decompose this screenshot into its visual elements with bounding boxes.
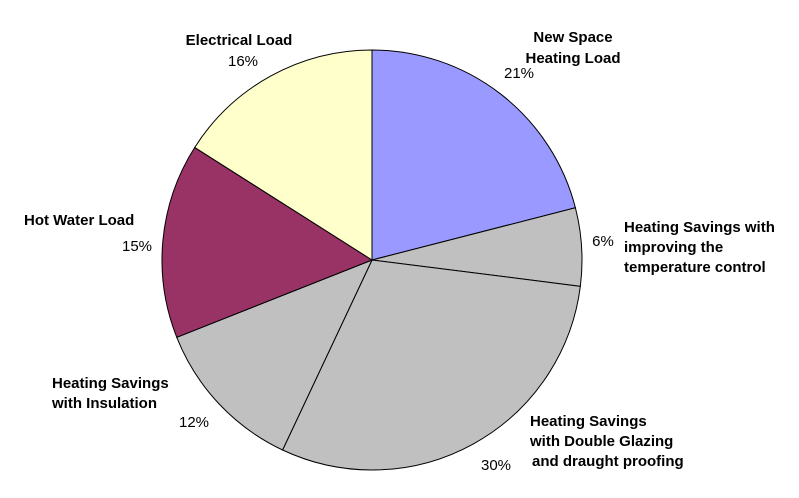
slice-label-1: improving the bbox=[624, 239, 723, 256]
slice-label-4: Hot Water Load bbox=[24, 212, 134, 229]
slice-label-0: New Space bbox=[533, 29, 612, 46]
pie-slice-2 bbox=[281, 259, 581, 471]
pie-slice-0 bbox=[371, 49, 577, 261]
slice-label-0: Heating Load bbox=[525, 50, 620, 67]
slice-label-5: Electrical Load bbox=[186, 32, 293, 49]
pie-slice-3 bbox=[176, 259, 373, 451]
slice-percent-4: 15% bbox=[122, 238, 152, 255]
slice-percent-5: 16% bbox=[228, 53, 258, 70]
slice-label-3: Heating Savings bbox=[52, 375, 169, 392]
slice-percent-3: 12% bbox=[179, 414, 209, 431]
slice-percent-2: 30% bbox=[481, 457, 511, 474]
slice-percent-0: 21% bbox=[504, 65, 534, 82]
slice-label-3: with Insulation bbox=[51, 395, 157, 412]
pie-slice-4 bbox=[161, 146, 374, 338]
slice-label-1: Heating Savings with bbox=[624, 219, 775, 236]
pie-slice-5 bbox=[193, 49, 373, 261]
slice-label-2: and draught proofing bbox=[532, 453, 684, 470]
pie-slices bbox=[161, 49, 583, 471]
slice-label-2: with Double Glazing bbox=[529, 433, 673, 450]
slice-label-1: temperature control bbox=[624, 259, 766, 276]
slice-percent-1: 6% bbox=[592, 233, 614, 250]
slice-label-2: Heating Savings bbox=[530, 413, 647, 430]
